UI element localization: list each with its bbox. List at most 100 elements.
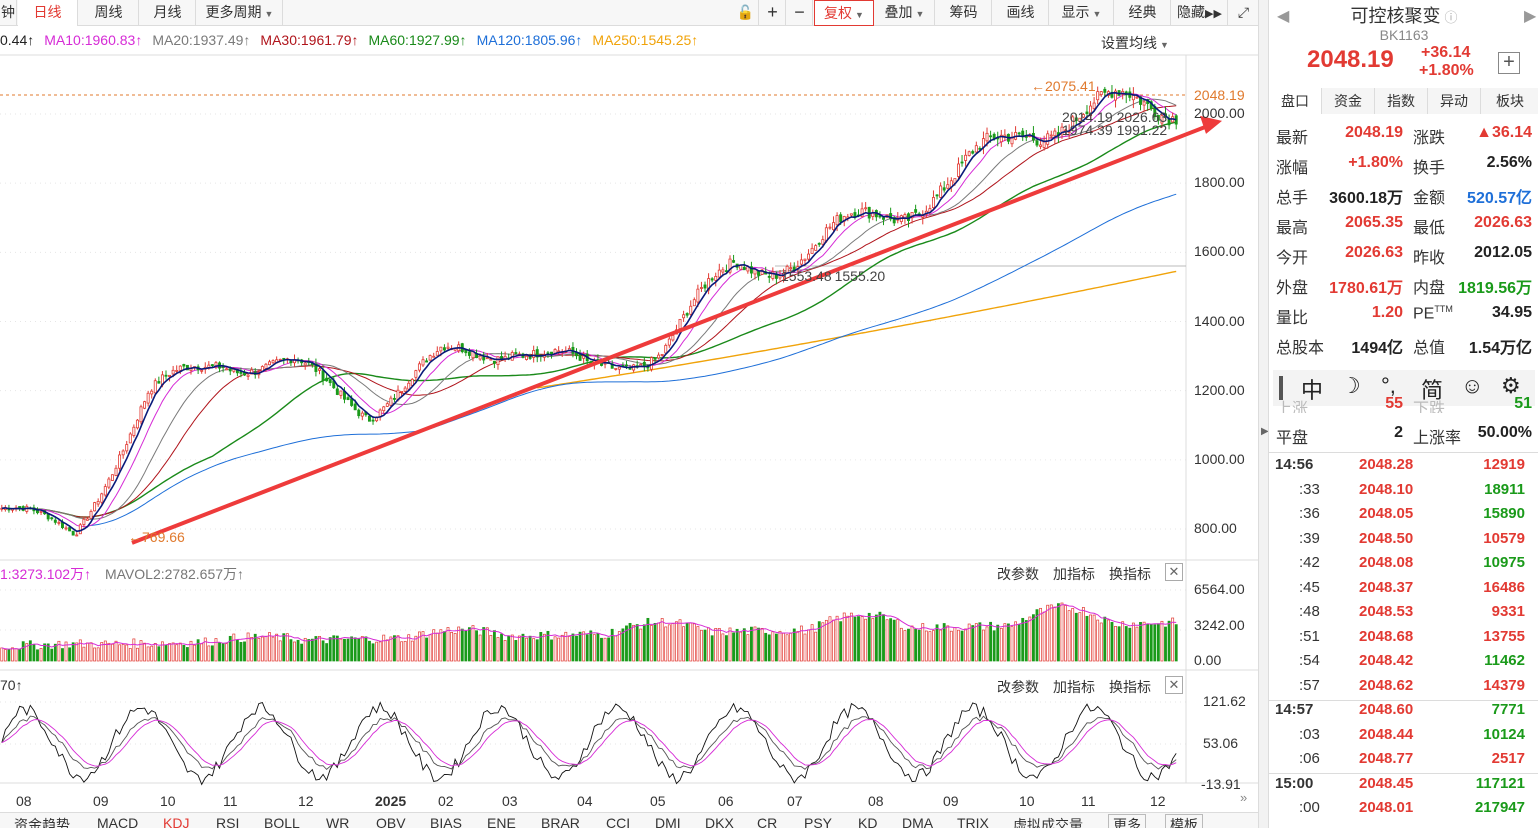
tab-movement[interactable]: 异动: [1428, 88, 1481, 114]
tab-weekly[interactable]: 周线: [79, 0, 139, 26]
candle-body: [93, 502, 97, 512]
indicator-tab[interactable]: TRIX: [957, 815, 989, 828]
indicator-tab[interactable]: 虚拟成交量: [1013, 817, 1083, 828]
drag-handle-icon[interactable]: [1279, 376, 1283, 400]
zoom-out-icon[interactable]: −: [787, 0, 813, 26]
indicator-tab[interactable]: 更多: [1108, 814, 1146, 828]
volume-bar: [575, 635, 578, 662]
indicator-tab[interactable]: KD: [858, 815, 878, 828]
tick-row[interactable]: :00 2048.01 217947: [1269, 799, 1538, 823]
tick-row[interactable]: :06 2048.77 2517: [1269, 750, 1538, 774]
vol-switch-indicator[interactable]: 换指标: [1109, 566, 1151, 582]
volume-bar: [146, 646, 150, 662]
volume-bar: [428, 634, 432, 662]
vol-add-indicator[interactable]: 加指标: [1053, 566, 1095, 582]
indicator-tab[interactable]: ENE: [487, 815, 516, 828]
indicator-tab[interactable]: PSY: [804, 815, 833, 828]
indicator-tab[interactable]: DMI: [655, 815, 681, 828]
volume-bar: [899, 627, 903, 662]
volume-bar: [310, 638, 314, 662]
zoom-in-icon[interactable]: +: [760, 0, 786, 26]
indicator-tab[interactable]: RSI: [216, 815, 240, 828]
kline-chart[interactable]: [0, 0, 1258, 812]
candle-body: [821, 239, 825, 245]
draw-line-button[interactable]: 画线: [993, 0, 1049, 26]
classic-button[interactable]: 经典: [1115, 0, 1171, 26]
tick-row[interactable]: :45 2048.37 16486: [1269, 579, 1538, 603]
kdj-change-params[interactable]: 改参数: [997, 679, 1039, 695]
volume-bar: [89, 642, 93, 662]
tab-index[interactable]: 指数: [1375, 88, 1428, 114]
indicator-tab[interactable]: 模板: [1165, 814, 1203, 828]
set-ma-button[interactable]: 设置均线 ▼: [1101, 33, 1169, 53]
tab-sector[interactable]: 板块: [1481, 88, 1538, 114]
chips-button[interactable]: 筹码: [936, 0, 992, 26]
close-icon[interactable]: ✕: [1165, 676, 1183, 694]
tick-row[interactable]: 14:56 2048.28 12919: [1269, 456, 1538, 480]
candle-body: [432, 355, 436, 358]
add-watchlist-icon[interactable]: +: [1498, 52, 1520, 74]
tab-monthly[interactable]: 月线: [140, 0, 196, 26]
indicator-tab[interactable]: 资金趋势: [14, 817, 70, 828]
indicator-tab[interactable]: BRAR: [541, 815, 580, 828]
indicator-tab[interactable]: KDJ: [163, 815, 190, 828]
candle-body: [125, 444, 129, 452]
indicator-tab[interactable]: CR: [757, 815, 778, 828]
candle-body: [421, 359, 425, 366]
tick-row[interactable]: :33 2048.10 18911: [1269, 481, 1538, 505]
ime-chinese-icon[interactable]: 中: [1301, 378, 1324, 403]
vol-change-params[interactable]: 改参数: [997, 566, 1039, 582]
tick-row[interactable]: :39 2048.50 10579: [1269, 530, 1538, 554]
candle-body: [439, 346, 443, 352]
indicator-tab[interactable]: MACD: [97, 815, 139, 828]
tick-row[interactable]: :03 2048.44 10124: [1269, 726, 1538, 750]
punctuation-icon[interactable]: °,: [1381, 373, 1396, 398]
indicator-tab[interactable]: WR: [326, 815, 350, 828]
indicator-tab[interactable]: BOLL: [264, 815, 300, 828]
info-icon[interactable]: ⓘ: [1444, 10, 1458, 25]
tick-row[interactable]: :57 2048.62 14379: [1269, 677, 1538, 701]
simplified-icon[interactable]: 简: [1421, 378, 1444, 403]
tick-row[interactable]: :54 2048.42 11462: [1269, 652, 1538, 676]
tick-row[interactable]: :48 2048.53 9331: [1269, 603, 1538, 627]
display-dropdown[interactable]: 显示 ▼: [1050, 0, 1114, 26]
volume-bar: [778, 630, 782, 662]
panel-splitter[interactable]: ▶: [1258, 0, 1269, 828]
overlay-dropdown[interactable]: 叠加 ▼: [875, 0, 935, 26]
tab-orderbook[interactable]: 盘口: [1269, 88, 1322, 114]
tick-row[interactable]: :51 2048.68 13755: [1269, 628, 1538, 652]
tick-row[interactable]: 14:57 2048.60 7771: [1269, 701, 1538, 725]
indicator-tab[interactable]: OBV: [376, 815, 406, 828]
candle-body: [303, 362, 307, 366]
gear-icon[interactable]: ⚙: [1501, 373, 1521, 398]
moon-icon[interactable]: ☽: [1341, 373, 1361, 398]
next-arrow-icon[interactable]: ▶: [1524, 8, 1537, 25]
volume-bar: [1174, 624, 1178, 662]
indicator-tab[interactable]: DKX: [705, 815, 734, 828]
double-chevron-right-icon[interactable]: »: [1240, 790, 1248, 805]
tick-row[interactable]: :36 2048.05 15890: [1269, 505, 1538, 529]
lock-icon[interactable]: 🔓: [733, 0, 759, 26]
close-icon[interactable]: ✕: [1165, 563, 1183, 581]
indicator-tab[interactable]: BIAS: [430, 815, 462, 828]
tab-daily[interactable]: 日线: [18, 0, 78, 26]
candle-body: [228, 368, 232, 372]
hide-button[interactable]: 隐藏▶▶: [1172, 0, 1228, 26]
kdj-add-indicator[interactable]: 加指标: [1053, 679, 1095, 695]
candle-body: [139, 406, 143, 423]
more-periods-dropdown[interactable]: 更多周期 ▼: [197, 0, 283, 26]
emoji-icon[interactable]: ☺: [1461, 373, 1484, 398]
fullscreen-icon[interactable]: ⤢: [1237, 4, 1250, 20]
tab-minute[interactable]: 钟: [0, 0, 17, 26]
indicator-tab[interactable]: DMA: [902, 815, 934, 828]
ma-legend-item: MA250:1545.25↑: [592, 32, 699, 48]
indicator-tab[interactable]: CCI: [606, 815, 631, 828]
volume-bar: [617, 631, 621, 662]
kdj-switch-indicator[interactable]: 换指标: [1109, 679, 1151, 695]
prev-arrow-icon[interactable]: ◀: [1277, 8, 1290, 25]
tick-row[interactable]: :42 2048.08 10975: [1269, 554, 1538, 578]
adjust-dropdown[interactable]: 复权 ▼: [814, 0, 874, 26]
tick-row[interactable]: 15:00 2048.45 117121: [1269, 775, 1538, 799]
volume-bar: [1028, 616, 1032, 662]
tab-funds[interactable]: 资金: [1322, 88, 1375, 114]
